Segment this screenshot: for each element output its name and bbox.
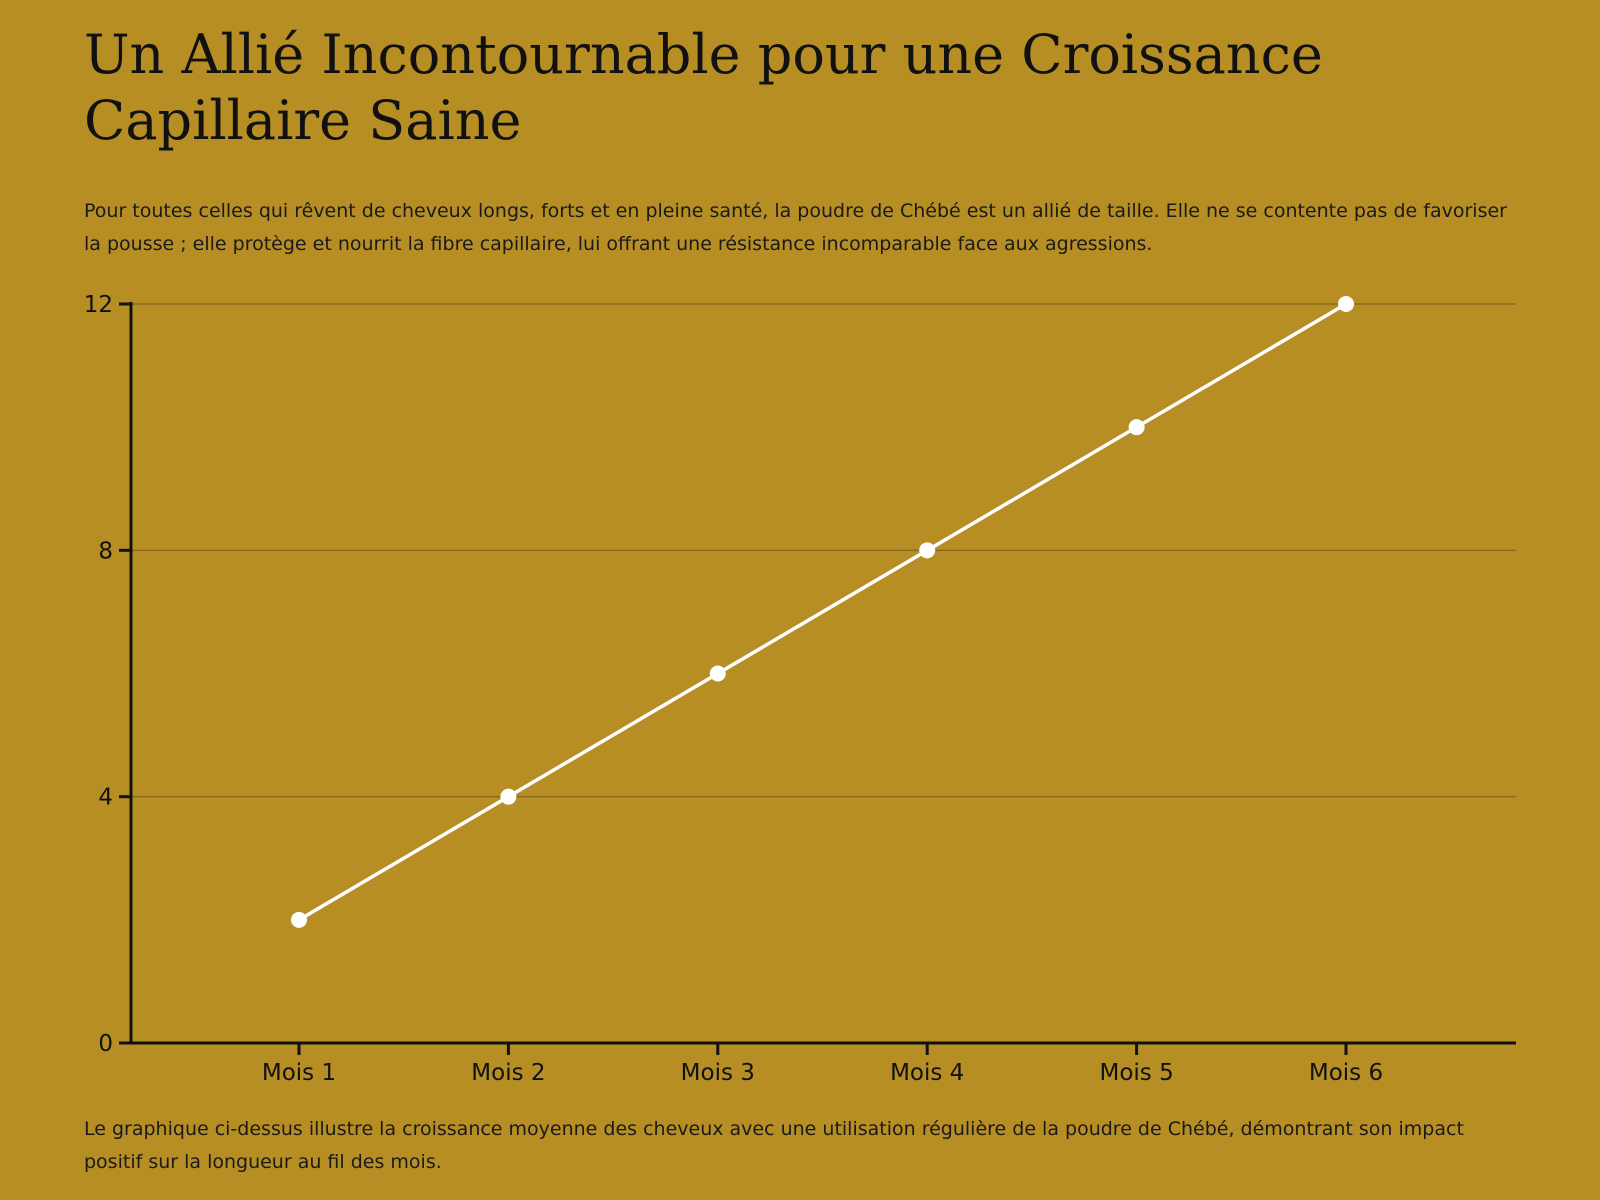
y-tick-label: 8	[98, 538, 113, 564]
x-tick-label: Mois 3	[681, 1060, 755, 1086]
x-tick-label: Mois 4	[890, 1060, 964, 1086]
page-title: Un Allié Incontournable pour une Croissa…	[84, 23, 1323, 152]
y-tick-label: 12	[84, 292, 113, 318]
data-point	[500, 788, 517, 805]
y-tick-label: 4	[98, 785, 113, 811]
grid-lines	[131, 303, 1516, 798]
data-point	[919, 542, 936, 559]
caption-paragraph: Le graphique ci-dessus illustre la crois…	[84, 1118, 1464, 1173]
data-point	[709, 665, 726, 682]
x-tick-label: Mois 6	[1309, 1060, 1383, 1086]
x-tick-label: Mois 5	[1099, 1060, 1173, 1086]
data-point	[291, 911, 307, 928]
series-line	[298, 302, 1347, 922]
data-point	[1338, 296, 1354, 312]
data-point	[1128, 419, 1145, 436]
series-layer	[291, 296, 1354, 928]
x-tick-label: Mois 2	[471, 1060, 545, 1086]
y-tick-label: 0	[98, 1031, 113, 1057]
x-tick-label: Mois 1	[262, 1060, 336, 1086]
axes	[119, 302, 1516, 1055]
intro-paragraph: Pour toutes celles qui rêvent de cheveux…	[84, 200, 1507, 255]
tick-labels: 0 4 8 12 Mois 1 Mois 2 Mois 3 Mois 4 Mois 5 Mois …	[84, 292, 1383, 1086]
